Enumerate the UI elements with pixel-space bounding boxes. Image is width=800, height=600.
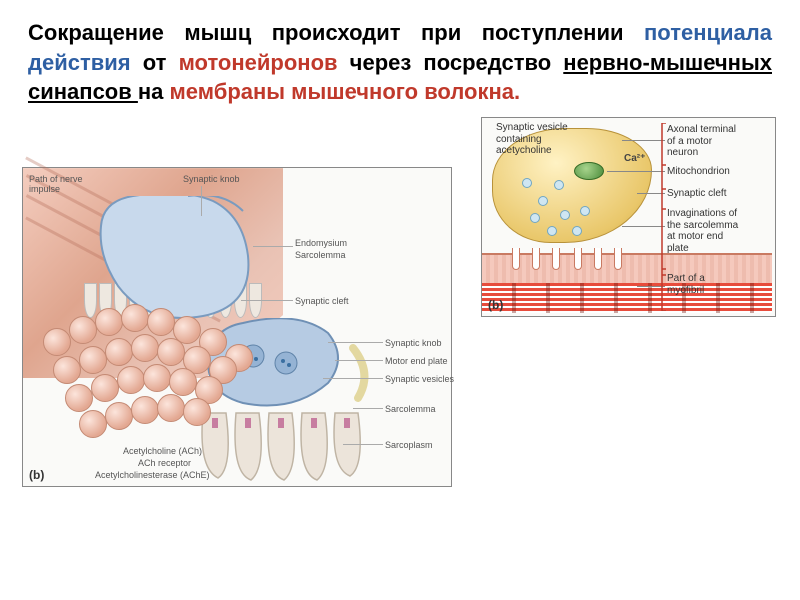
label-path: Path of nerveimpulse: [29, 174, 83, 194]
synaptic-knob-shape: [93, 196, 258, 326]
figure-left: Path of nerveimpulse Synaptic knob Endom…: [22, 167, 452, 487]
label-cleft: Synaptic cleft: [295, 296, 349, 306]
label-axonal: Axonal terminalof a motorneuron: [667, 124, 736, 159]
page-heading: Сокращение мышц происходит при поступлен…: [0, 0, 800, 117]
label-invag: Invaginations ofthe sarcolemmaat motor e…: [667, 208, 738, 254]
label-myof: Part of amyofibril: [667, 273, 705, 296]
label-mito: Mitochondrion: [667, 166, 730, 178]
label-knob: Synaptic knob: [183, 174, 240, 184]
label-achr: ACh receptor: [138, 458, 191, 468]
label-ache: Acetylcholinesterase (AChE): [95, 470, 210, 480]
label-mep: Motor end plate: [385, 356, 448, 366]
label-ca: Ca²⁺: [624, 153, 645, 164]
panel-label-left: (b): [29, 468, 44, 482]
label-sarco2: Sarcolemma: [385, 404, 436, 414]
bracket-icon: [660, 123, 668, 311]
mitochondrion-shape: [574, 162, 604, 180]
label-endo: Endomysium: [295, 238, 347, 248]
label-vesicle-title: Synaptic vesiclecontainingacetycholine: [496, 122, 568, 157]
label-sarco: Sarcolemma: [295, 250, 346, 260]
muscle-bundles: [43, 308, 293, 438]
label-cleft-r: Synaptic cleft: [667, 188, 726, 200]
figure-right: Ca²⁺ Synaptic vesiclecontainingacetychol…: [481, 117, 776, 317]
label-sarcop: Sarcoplasm: [385, 440, 433, 450]
panel-label-right: (b): [488, 298, 503, 312]
label-knob2: Synaptic knob: [385, 338, 442, 348]
label-ach: Acetylcholine (ACh): [123, 446, 202, 456]
figures-area: Path of nerveimpulse Synaptic knob Endom…: [0, 117, 800, 547]
label-ves: Synaptic vesicles: [385, 374, 454, 384]
